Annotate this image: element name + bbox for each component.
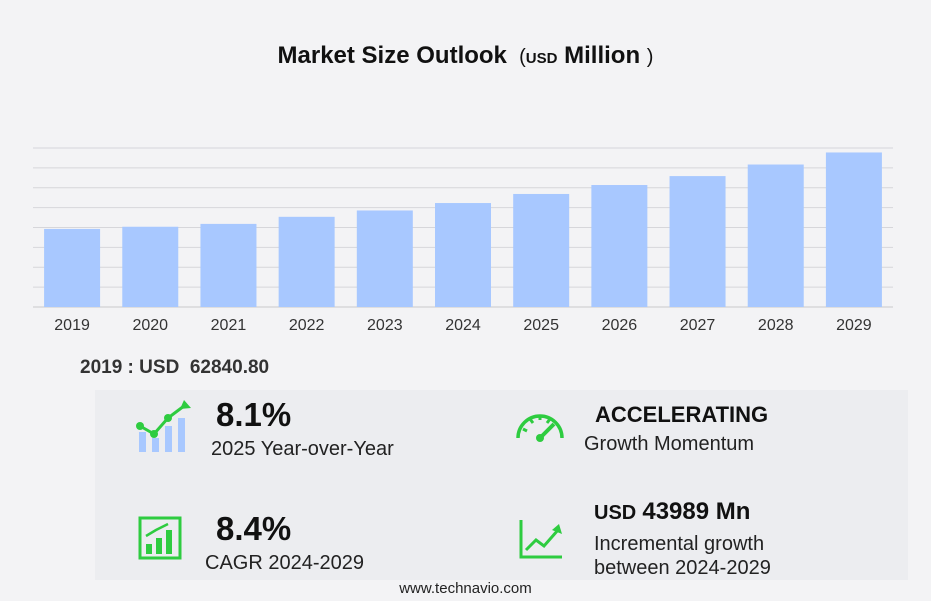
base-year: 2019: [80, 357, 123, 378]
bar-growth-icon: [138, 516, 182, 560]
x-tick-label-2024: 2024: [445, 317, 481, 334]
title-unit-label: Million: [564, 42, 641, 69]
footer-url[interactable]: www.technavio.com: [399, 580, 532, 597]
incremental-amount: 43989 Mn: [642, 498, 751, 525]
momentum-label: Growth Momentum: [584, 433, 755, 455]
line-growth-icon: [519, 520, 562, 559]
bar-2029: [825, 152, 882, 307]
incremental-label: Incremental growth between 2024-2029: [594, 532, 771, 580]
title-text: Market Size Outlook: [277, 42, 507, 69]
cagr-label: CAGR 2024-2029: [205, 552, 364, 574]
chart-title: Market Size Outlook (USD Million ): [0, 42, 931, 70]
stats-panel: [95, 390, 908, 580]
bar-2020: [122, 226, 179, 307]
title-unit-prefix: USD: [525, 50, 558, 67]
growth-chart-icon: [136, 400, 191, 452]
x-tick-label-2023: 2023: [367, 317, 403, 334]
bar-2025: [513, 193, 570, 307]
bar-chart: 2019 2020 2021 2022 2023 2024 2025 2026 2027 2028…: [33, 147, 893, 334]
bar-2022: [278, 216, 335, 307]
bar-2021: [200, 223, 257, 307]
incremental-label-line1: Incremental growth: [594, 533, 765, 555]
momentum-value: ACCELERATING: [595, 402, 769, 427]
x-tick-label-2019: 2019: [54, 317, 90, 334]
x-tick-label-2026: 2026: [602, 317, 638, 334]
bar-2027: [669, 176, 726, 307]
cagr-value: 8.4%: [216, 510, 292, 547]
title-paren-close: ): [646, 46, 654, 68]
base-year-value: 62840.80: [189, 357, 270, 378]
incremental-prefix: USD: [594, 502, 637, 524]
bar-2023: [356, 210, 413, 307]
base-year-currency: USD: [139, 357, 180, 378]
bar-2026: [591, 185, 648, 307]
x-tick-label-2022: 2022: [289, 317, 325, 334]
x-tick-label-2027: 2027: [680, 317, 716, 334]
bar-2024: [435, 203, 491, 307]
x-tick-label-2025: 2025: [523, 317, 559, 334]
bar-2019: [44, 228, 101, 307]
bar-2028: [747, 164, 804, 307]
yoy-value: 8.1%: [216, 396, 292, 433]
x-tick-label-2028: 2028: [758, 317, 794, 334]
base-year-label: 2019 : USD 62840.80: [80, 357, 270, 378]
incremental-label-line2: between 2024-2029: [594, 557, 771, 579]
x-tick-label-2021: 2021: [211, 317, 247, 334]
speedometer-icon: [516, 414, 564, 442]
incremental-value: USD 43989 Mn: [594, 498, 750, 526]
yoy-label: 2025 Year-over-Year: [211, 438, 394, 460]
x-tick-label-2029: 2029: [836, 317, 872, 334]
title-paren-open: (: [513, 46, 526, 68]
x-tick-label-2020: 2020: [132, 317, 168, 334]
